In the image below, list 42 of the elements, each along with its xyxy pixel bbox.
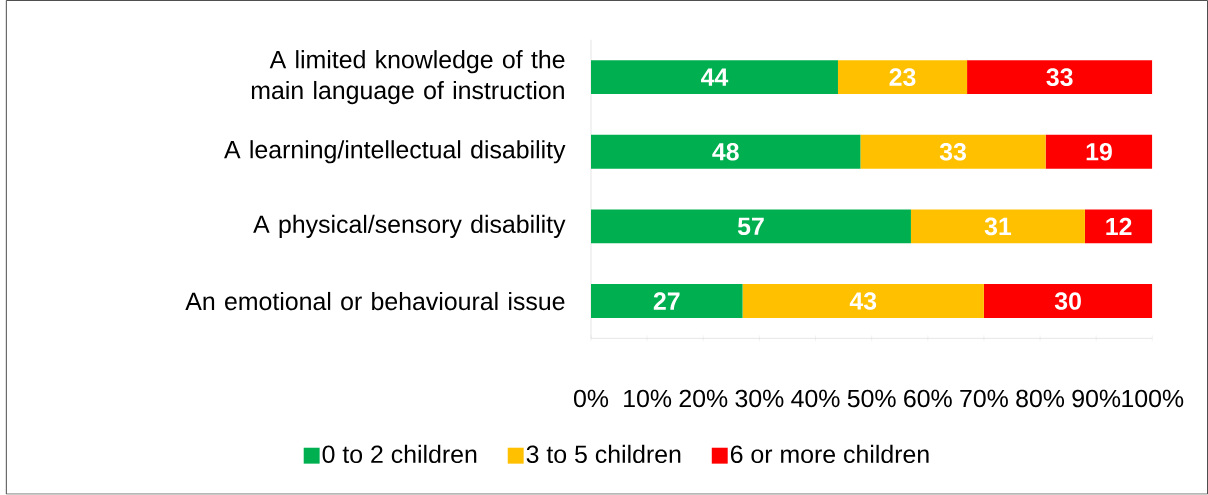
bar bbox=[742, 284, 984, 319]
bar bbox=[983, 284, 1153, 319]
data-label: 48 bbox=[712, 143, 739, 161]
data-label: 44 bbox=[701, 68, 729, 86]
x-tick-label: 60% bbox=[904, 389, 952, 408]
bar bbox=[837, 60, 968, 95]
data-label: 30 bbox=[1054, 292, 1081, 311]
y-tick-label: A limited knowledge of the main language of instruction bbox=[251, 50, 565, 105]
x-tick-label: 100% bbox=[1122, 389, 1184, 408]
data-label: 23 bbox=[889, 68, 916, 87]
data-label: 12 bbox=[1106, 217, 1132, 236]
legend-label: 3 to 5 children bbox=[526, 445, 681, 464]
data-label: 19 bbox=[1086, 143, 1112, 161]
x-tick-label: 30% bbox=[735, 389, 784, 408]
bar bbox=[1045, 135, 1153, 169]
legend-label: 0 to 2 children bbox=[322, 445, 477, 464]
data-label: 33 bbox=[939, 143, 966, 161]
x-tick-label: 80% bbox=[1016, 389, 1065, 408]
x-tick-label: 50% bbox=[847, 389, 896, 408]
x-tick-label: 90% bbox=[1072, 389, 1121, 408]
data-label: 57 bbox=[737, 217, 764, 236]
bar bbox=[967, 60, 1153, 95]
y-tick-label: An emotional or behavioural issue bbox=[185, 292, 565, 311]
x-tick-label: 40% bbox=[791, 389, 840, 408]
bar bbox=[591, 135, 861, 169]
bar bbox=[910, 209, 1085, 244]
x-tick-label: 0% bbox=[574, 389, 609, 408]
bar bbox=[860, 135, 1046, 169]
data-label: 27 bbox=[653, 292, 680, 310]
legend-label: 6 or more children bbox=[730, 445, 929, 464]
data-label: 31 bbox=[984, 217, 1012, 236]
bar bbox=[591, 60, 838, 95]
bar bbox=[1084, 209, 1153, 244]
bar bbox=[591, 209, 911, 244]
x-tick-label: 20% bbox=[679, 389, 728, 408]
y-tick-label: A learning/intellectual disability bbox=[224, 140, 566, 164]
data-label: 33 bbox=[1046, 68, 1073, 87]
x-tick-label: 10% bbox=[624, 389, 672, 408]
bar bbox=[591, 284, 743, 319]
x-tick-label: 70% bbox=[960, 389, 1008, 408]
data-label: 43 bbox=[849, 292, 877, 311]
y-tick-label: A physical/sensory disability bbox=[253, 215, 566, 239]
